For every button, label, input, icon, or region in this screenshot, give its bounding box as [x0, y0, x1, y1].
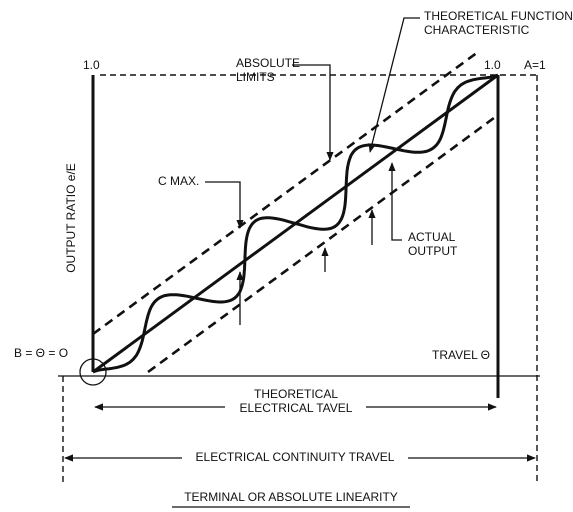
- actual-output-curve: [92, 73, 499, 374]
- origin-circle: [79, 358, 107, 386]
- cmax-pointer: [205, 181, 244, 229]
- label: LIMITS: [236, 70, 275, 84]
- label: ABSOLUTE: [236, 56, 300, 70]
- upper-limit: [92, 50, 479, 336]
- caption: TERMINAL OR ABSOLUTE LINEARITY: [184, 490, 398, 504]
- label: C MAX.: [158, 174, 199, 188]
- value-label: 1.0: [484, 58, 501, 72]
- value-label: A=1: [524, 58, 546, 72]
- label: TRAVEL Θ: [432, 348, 490, 362]
- y-axis-label: OUTPUT RATIO e/E: [64, 163, 78, 273]
- label: CHARACTERISTIC: [424, 23, 530, 37]
- label: B = Θ = O: [14, 346, 68, 360]
- value-label: 1.0: [83, 58, 100, 72]
- output-pointer: [388, 162, 402, 241]
- dimension-label: ELECTRICAL TAVEL: [240, 401, 353, 415]
- label: THEORETICAL FUNCTION: [424, 9, 573, 23]
- dimension-label: THEORETICAL: [254, 387, 338, 401]
- dimension-label: ELECTRICAL CONTINUITY TRAVEL: [196, 450, 395, 464]
- function-pointer: [368, 17, 420, 153]
- label: OUTPUT: [408, 244, 458, 258]
- lower-limit: [147, 113, 499, 374]
- limits-pointer: [292, 64, 334, 161]
- label: ACTUAL: [408, 230, 456, 244]
